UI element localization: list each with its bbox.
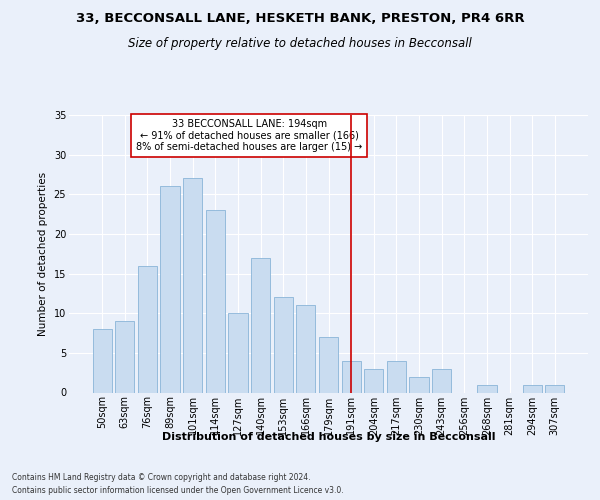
Text: Contains public sector information licensed under the Open Government Licence v3: Contains public sector information licen… xyxy=(12,486,344,495)
Text: 33 BECCONSALL LANE: 194sqm
← 91% of detached houses are smaller (166)
8% of semi: 33 BECCONSALL LANE: 194sqm ← 91% of deta… xyxy=(136,119,362,152)
Bar xyxy=(523,384,542,392)
Bar xyxy=(115,321,134,392)
Bar xyxy=(138,266,157,392)
Bar xyxy=(341,361,361,392)
Bar xyxy=(251,258,270,392)
Bar xyxy=(432,368,451,392)
Text: Distribution of detached houses by size in Becconsall: Distribution of detached houses by size … xyxy=(162,432,496,442)
Text: Size of property relative to detached houses in Becconsall: Size of property relative to detached ho… xyxy=(128,38,472,51)
Bar xyxy=(229,313,248,392)
Bar xyxy=(92,329,112,392)
Bar xyxy=(477,384,497,392)
Bar xyxy=(206,210,225,392)
Bar xyxy=(296,306,316,392)
Bar xyxy=(409,376,428,392)
Bar xyxy=(274,298,293,392)
Bar xyxy=(387,361,406,392)
Bar xyxy=(545,384,565,392)
Text: 33, BECCONSALL LANE, HESKETH BANK, PRESTON, PR4 6RR: 33, BECCONSALL LANE, HESKETH BANK, PREST… xyxy=(76,12,524,26)
Bar xyxy=(160,186,180,392)
Bar xyxy=(364,368,383,392)
Text: Contains HM Land Registry data © Crown copyright and database right 2024.: Contains HM Land Registry data © Crown c… xyxy=(12,472,311,482)
Bar xyxy=(183,178,202,392)
Y-axis label: Number of detached properties: Number of detached properties xyxy=(38,172,48,336)
Bar xyxy=(319,337,338,392)
